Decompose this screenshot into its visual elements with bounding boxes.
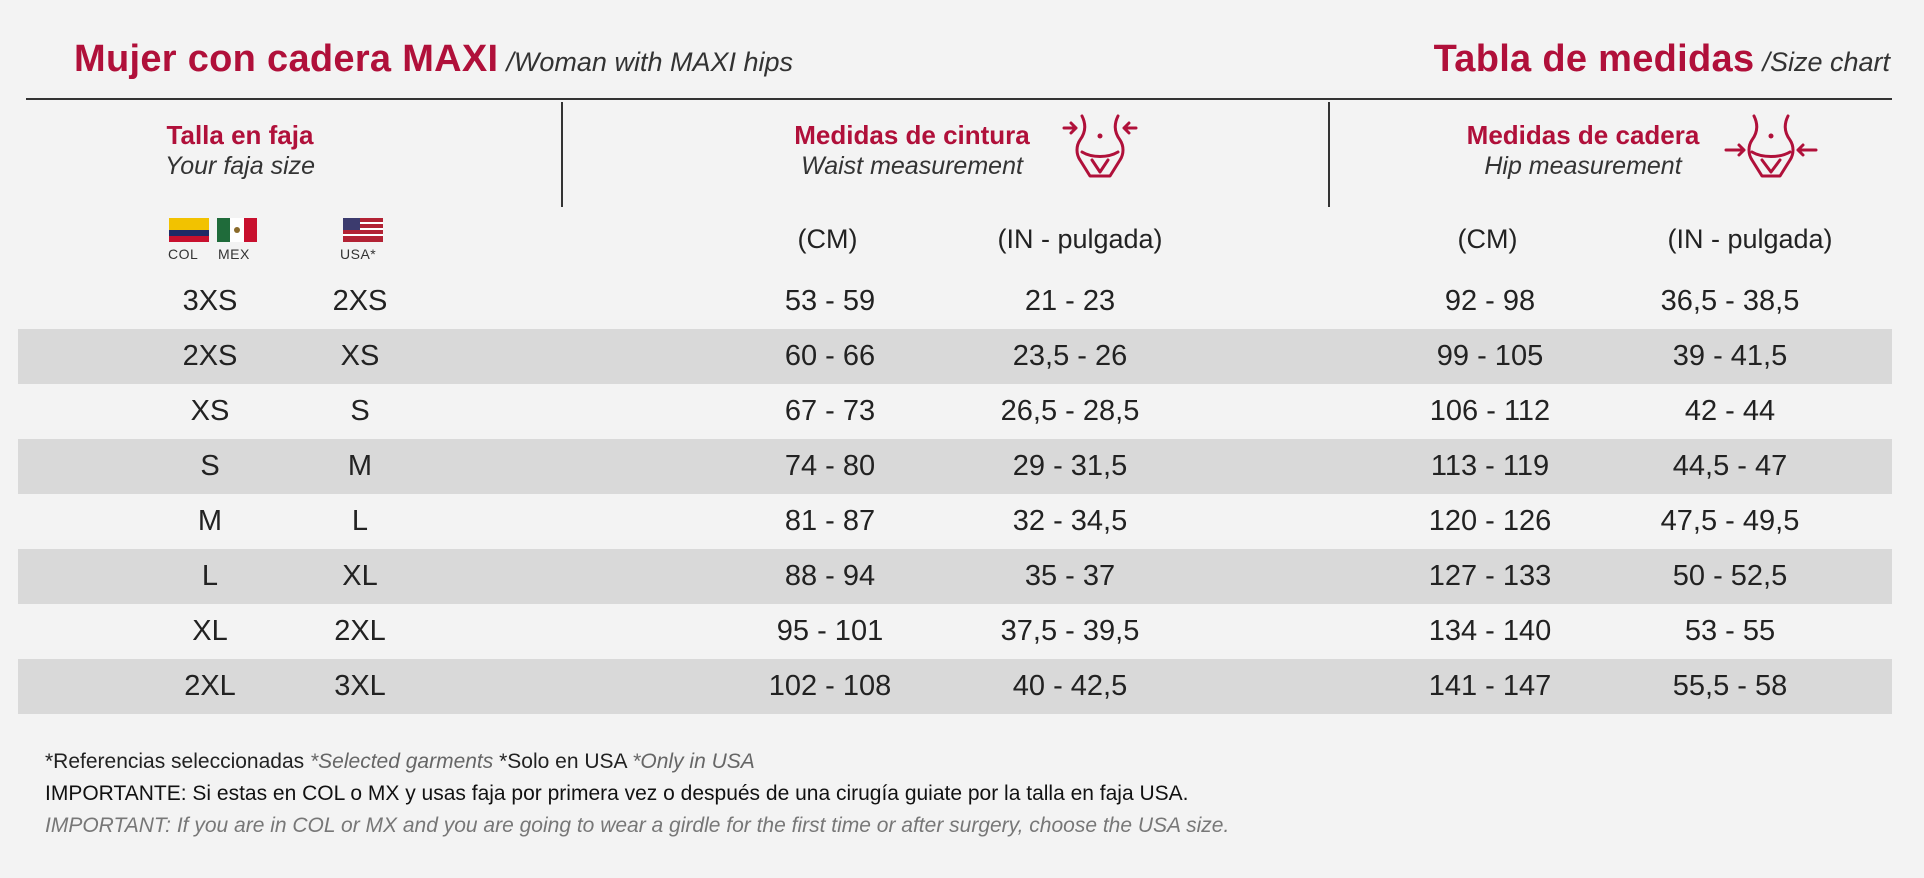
usa-label: USA*: [340, 246, 377, 262]
hip-header-es: Medidas de cadera: [1466, 120, 1700, 150]
ref-en: *Selected garments: [310, 750, 494, 773]
table-row: XL 2XL 95 - 101 37,5 - 39,5 134 - 140 53 - 55: [18, 604, 1892, 659]
size-usa-cell: L: [351, 505, 369, 537]
waist-cm-cell: 60 - 66: [784, 340, 876, 372]
hip-cm-cell: 99 - 105: [1436, 340, 1544, 372]
size-usa-cell: XL: [342, 560, 378, 592]
hip-cm-cell: 127 - 133: [1428, 560, 1552, 592]
hip-cm-cell: 92 - 98: [1444, 285, 1536, 317]
size-col-mex-cell: S: [200, 450, 220, 482]
table-row: S M 74 - 80 29 - 31,5 113 - 119 44,5 - 47: [18, 439, 1892, 494]
size-usa-cell: 2XL: [334, 615, 386, 647]
size-col-mex-cell: M: [197, 505, 223, 537]
waist-cm-cell: 81 - 87: [784, 505, 876, 537]
size-header-es: Talla en faja: [166, 120, 314, 150]
size-col-mex-cell: 2XS: [182, 340, 238, 372]
table-row: L XL 88 - 94 35 - 37 127 - 133 50 - 52,5: [18, 549, 1892, 604]
size-usa-cell: XS: [340, 340, 380, 372]
footnote-references: *Referencias seleccionadas *Selected gar…: [45, 750, 755, 774]
waist-in-cell: 32 - 34,5: [1012, 505, 1128, 537]
waist-in-cell: 37,5 - 39,5: [1000, 615, 1140, 647]
col-label: COL: [168, 246, 199, 262]
hip-in-cell: 50 - 52,5: [1672, 560, 1788, 592]
waist-cm-cell: 95 - 101: [776, 615, 884, 647]
hip-in-cell: 55,5 - 58: [1672, 670, 1788, 702]
hip-header-en: Hip measurement: [1484, 152, 1682, 181]
title-main: Mujer con cadera MAXI: [74, 38, 499, 80]
size-usa-cell: 2XS: [332, 285, 388, 317]
size-col-mex-cell: XL: [192, 615, 228, 647]
colombia-flag-icon: [169, 218, 209, 242]
waist-cm-unit: (CM): [797, 224, 858, 254]
size-header-en: Your faja size: [164, 152, 316, 181]
waist-cm-cell: 88 - 94: [784, 560, 876, 592]
hip-in-cell: 44,5 - 47: [1672, 450, 1788, 482]
size-col-mex-cell: 3XS: [182, 285, 238, 317]
size-usa-cell: M: [347, 450, 373, 482]
waist-cm-cell: 102 - 108: [768, 670, 892, 702]
size-usa-cell: 3XL: [334, 670, 386, 702]
hip-in-cell: 36,5 - 38,5: [1660, 285, 1800, 317]
hip-in-cell: 47,5 - 49,5: [1660, 505, 1800, 537]
size-header: Talla en faja Your faja size: [130, 120, 350, 181]
waist-in-cell: 21 - 23: [1024, 285, 1116, 317]
table-row: XS S 67 - 73 26,5 - 28,5 106 - 112 42 - 44: [18, 384, 1892, 439]
hip-measure-icon: [1724, 114, 1818, 178]
mexico-flag-icon: [217, 218, 257, 242]
size-chart-title: Tabla de medidas/Size chart: [1434, 38, 1890, 81]
column-divider: [1328, 102, 1330, 207]
hip-cm-cell: 134 - 140: [1428, 615, 1552, 647]
waist-cm-cell: 67 - 73: [784, 395, 876, 427]
waist-cm-cell: 53 - 59: [784, 285, 876, 317]
hip-in-cell: 53 - 55: [1684, 615, 1776, 647]
hip-cm-cell: 113 - 119: [1430, 450, 1550, 482]
chart-title: Mujer con cadera MAXI/Woman with MAXI hi…: [74, 38, 793, 81]
column-divider: [561, 102, 563, 207]
table-row: 2XS XS 60 - 66 23,5 - 26 99 - 105 39 - 41,5: [18, 329, 1892, 384]
hip-in-cell: 42 - 44: [1684, 395, 1776, 427]
waist-measure-icon: [1062, 114, 1138, 178]
title-subtitle: /Woman with MAXI hips: [506, 47, 794, 77]
table-row: 2XL 3XL 102 - 108 40 - 42,5 141 - 147 55,5 - …: [18, 659, 1892, 714]
hip-in-cell: 39 - 41,5: [1672, 340, 1788, 372]
waist-in-cell: 26,5 - 28,5: [1000, 395, 1140, 427]
size-col-mex-cell: L: [201, 560, 219, 592]
size-usa-cell: S: [350, 395, 370, 427]
waist-header-es: Medidas de cintura: [794, 120, 1030, 150]
hip-cm-cell: 106 - 112: [1429, 395, 1551, 427]
hip-cm-unit: (CM): [1457, 224, 1518, 254]
important-note-en: IMPORTANT: If you are in COL or MX and y…: [45, 814, 1230, 837]
size-col-mex-cell: 2XL: [184, 670, 236, 702]
ref-es: *Referencias seleccionadas: [45, 750, 305, 773]
usa-only-es: *Solo en USA: [499, 750, 627, 773]
waist-header: Medidas de cintura Waist measurement: [762, 120, 1062, 181]
hip-in-unit: (IN - pulgada): [1667, 224, 1833, 254]
waist-in-cell: 40 - 42,5: [1012, 670, 1128, 702]
header-rule: [26, 98, 1892, 100]
hip-header: Medidas de cadera Hip measurement: [1433, 120, 1733, 181]
size-chart-title-sub: /Size chart: [1762, 47, 1890, 77]
usa-flag-icon: [343, 218, 383, 242]
hip-cm-cell: 141 - 147: [1428, 670, 1552, 702]
size-col-mex-cell: XS: [190, 395, 230, 427]
waist-in-unit: (IN - pulgada): [997, 224, 1163, 254]
table-row: 3XS 2XS 53 - 59 21 - 23 92 - 98 36,5 - 38,5: [18, 274, 1892, 329]
mex-label: MEX: [218, 246, 250, 262]
waist-cm-cell: 74 - 80: [784, 450, 876, 482]
hip-cm-cell: 120 - 126: [1428, 505, 1552, 537]
waist-header-en: Waist measurement: [801, 152, 1023, 181]
waist-in-cell: 23,5 - 26: [1012, 340, 1128, 372]
waist-in-cell: 29 - 31,5: [1012, 450, 1128, 482]
table-row: M L 81 - 87 32 - 34,5 120 - 126 47,5 - 49,5: [18, 494, 1892, 549]
usa-only-en: *Only in USA: [632, 750, 755, 773]
important-note-es: IMPORTANTE: Si estas en COL o MX y usas …: [45, 782, 1189, 805]
waist-in-cell: 35 - 37: [1024, 560, 1116, 592]
size-chart-title-main: Tabla de medidas: [1433, 38, 1755, 80]
